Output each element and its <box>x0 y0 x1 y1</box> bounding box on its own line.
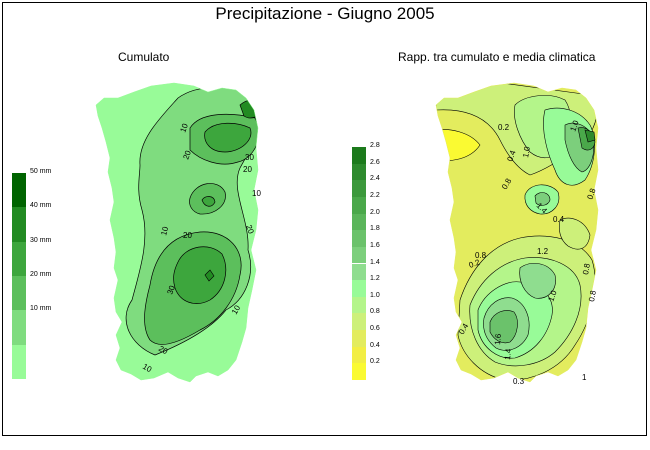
contour-label: 20 <box>181 149 193 161</box>
map-left-subtitle: Cumulato <box>118 50 170 64</box>
contour-label: 1.0 <box>521 145 532 158</box>
contour-label: 0.8 <box>585 187 597 201</box>
legend-label: 2.2 <box>370 191 380 199</box>
legend-swatch <box>352 263 366 281</box>
legend-label: 1.8 <box>370 225 380 233</box>
legend-swatch <box>352 180 366 197</box>
legend-label: 2.0 <box>370 208 380 216</box>
contour-label: 1.2 <box>537 247 549 256</box>
legend-swatch <box>12 207 26 242</box>
legend-swatch <box>352 330 366 347</box>
legend-swatch <box>352 280 366 297</box>
page-title: Precipitazione - Giugno 2005 <box>215 4 435 23</box>
right-map-contour-labels: 0.2 0.4 0.8 1.0 1.4 0.4 0.8 1.2 1.0 0.8 … <box>457 119 598 386</box>
contour-label: 0.4 <box>553 215 565 224</box>
contour-label: 1.0 <box>568 119 580 133</box>
legend-swatch <box>352 213 366 231</box>
legend-swatch <box>352 363 366 380</box>
legend-label: 20 mm <box>30 271 52 278</box>
contour-label: 10 <box>178 122 190 134</box>
right-map-island <box>435 82 599 383</box>
legend-label: 2.4 <box>370 175 380 183</box>
legend-swatch <box>12 310 26 345</box>
legend-label: 1.0 <box>370 291 380 299</box>
legend-swatch <box>352 163 366 181</box>
contour-label: 1.6 <box>493 333 503 345</box>
legend-label: 1.4 <box>370 258 380 266</box>
legend-label: 10 mm <box>30 305 52 313</box>
legend-label: 30 mm <box>30 236 52 244</box>
legend-swatch <box>352 147 366 164</box>
legend-swatch <box>12 276 26 311</box>
contour-label: 10 <box>159 225 170 236</box>
legend-swatch <box>352 346 366 364</box>
contour-label: 20 <box>243 165 252 174</box>
legend-label: 40 mm <box>30 202 52 210</box>
contour-label: 0.8 <box>587 289 598 302</box>
legend-swatch <box>352 196 366 214</box>
legend-swatch <box>12 241 26 276</box>
contour-label: 10 <box>252 189 261 198</box>
contour-label: 0.2 <box>468 257 482 269</box>
legend-swatch <box>12 344 26 379</box>
legend-label: 50 mm <box>30 168 52 175</box>
contour-label: 0.8 <box>475 251 487 260</box>
legend-swatch <box>352 230 366 247</box>
contour-label: 0.2 <box>498 123 510 132</box>
contour-label: 30 <box>165 284 177 296</box>
legend-cumulato <box>12 173 26 379</box>
contour-label: 0.3 <box>513 377 525 386</box>
left-map-island <box>95 82 259 383</box>
legend-label: 0.4 <box>370 341 380 349</box>
map-right-subtitle: Rapp. tra cumulato e media climatica <box>398 50 596 64</box>
contour-label: 1.0 <box>546 289 558 303</box>
legend-label: 2.6 <box>370 158 380 166</box>
legend-label: 2.8 <box>370 142 380 149</box>
contour-label: 1 <box>582 373 587 382</box>
legend-label: 0.2 <box>370 358 380 366</box>
legend-swatch <box>352 246 366 264</box>
contour-label: 0.4 <box>505 149 517 163</box>
legend-ratio <box>352 147 366 380</box>
legend-label: 1.6 <box>370 241 380 249</box>
legend-label: 1.2 <box>370 275 380 283</box>
legend-label: 0.8 <box>370 308 380 316</box>
legend-swatch <box>352 313 366 331</box>
contour-label: 20 <box>183 231 192 240</box>
legend-label: 0.6 <box>370 325 380 333</box>
legend-swatch <box>12 173 26 208</box>
contour-label: 1.4 <box>503 348 513 360</box>
legend-swatch <box>352 296 366 314</box>
contour-label: 0.8 <box>581 262 592 275</box>
contour-label: 20 <box>244 224 256 236</box>
contour-label: 30 <box>245 153 254 162</box>
